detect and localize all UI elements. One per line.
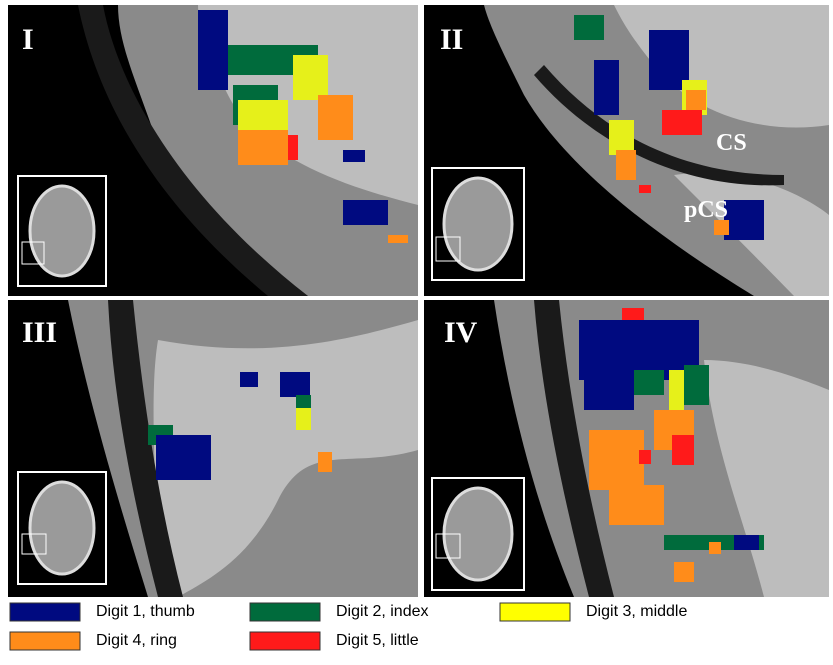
legend-swatch	[10, 632, 80, 650]
blob	[574, 15, 604, 40]
blob	[296, 408, 311, 430]
blob	[584, 375, 634, 410]
legend-label: Digit 1, thumb	[96, 603, 195, 620]
blob	[318, 95, 353, 140]
blob	[622, 308, 644, 322]
blob	[609, 120, 634, 155]
blob	[589, 430, 644, 490]
blob	[240, 372, 258, 387]
panel-label: II	[440, 23, 463, 56]
inset-brain	[30, 482, 94, 574]
blob	[672, 435, 694, 465]
blob	[639, 185, 651, 193]
legend-swatch	[500, 603, 570, 621]
blob	[616, 150, 636, 180]
legend-label: Digit 4, ring	[96, 632, 177, 649]
blob	[709, 542, 721, 554]
blob	[198, 10, 228, 90]
blob	[639, 450, 651, 464]
annotation: CS	[716, 130, 747, 156]
legend-label: Digit 2, index	[336, 603, 429, 620]
blob	[156, 435, 211, 480]
panel: I	[8, 5, 418, 296]
blob	[388, 235, 408, 243]
figure: I CS pCS II	[0, 0, 833, 665]
legend-label: Digit 3, middle	[586, 603, 687, 620]
panel-label: I	[22, 23, 34, 56]
annotation: pCS	[684, 197, 728, 223]
legend-swatch	[10, 603, 80, 621]
blob	[288, 135, 298, 160]
blob	[686, 90, 706, 110]
panel-label: III	[22, 316, 57, 349]
blob	[684, 365, 709, 405]
panel: IV	[424, 300, 829, 597]
legend-swatch	[250, 632, 320, 650]
blob	[594, 60, 619, 115]
legend-label: Digit 5, little	[336, 632, 419, 649]
blob	[296, 395, 311, 410]
blob	[734, 535, 759, 550]
blob	[280, 372, 310, 397]
legend-swatch	[250, 603, 320, 621]
blob	[343, 150, 365, 162]
panel: III	[8, 300, 418, 597]
blob	[238, 130, 288, 165]
blob	[662, 110, 702, 135]
blob	[669, 370, 684, 415]
blob	[318, 452, 332, 472]
blob	[343, 200, 388, 225]
blob	[724, 200, 764, 240]
panel: CS pCS II	[424, 5, 829, 296]
blob	[609, 485, 664, 525]
inset-brain	[444, 178, 512, 270]
blob	[293, 55, 328, 100]
blob	[674, 562, 694, 582]
panel-label: IV	[444, 316, 478, 349]
blob	[634, 370, 664, 395]
inset-brain	[30, 186, 94, 276]
